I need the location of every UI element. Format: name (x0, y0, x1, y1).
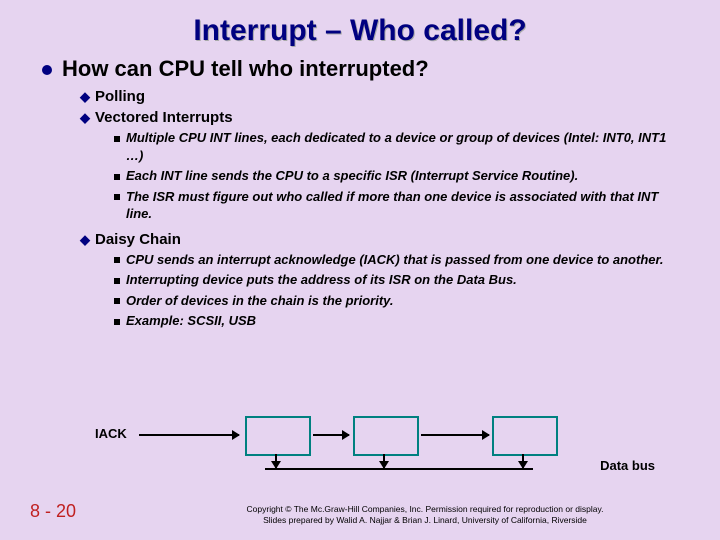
arrow-right-icon (139, 434, 239, 436)
vectored-item: Each INT line sends the CPU to a specifi… (114, 167, 680, 185)
daisy-item-text: Order of devices in the chain is the pri… (126, 293, 394, 308)
bullet-dot-icon (42, 65, 52, 75)
arrow-right-icon (421, 434, 489, 436)
arrow-down-icon (522, 454, 524, 468)
device-box (492, 416, 558, 456)
daisy-item: Example: SCSII, USB (114, 312, 680, 330)
vectored-item-text: The ISR must figure out who called if mo… (126, 189, 658, 222)
vectored-item: Multiple CPU INT lines, each dedicated t… (114, 129, 680, 164)
diamond-icon: ◆ (80, 89, 90, 105)
data-bus-line (265, 468, 533, 470)
arrow-down-icon (383, 454, 385, 468)
main-question-text: How can CPU tell who interrupted? (62, 56, 429, 81)
slide-title: Interrupt – Who called? (0, 0, 720, 56)
sub-polling-text: Polling (95, 88, 145, 105)
sub-vectored: ◆ Vectored Interrupts (80, 109, 720, 126)
arrow-down-icon (275, 454, 277, 468)
device-box (353, 416, 419, 456)
footer-line2: Slides prepared by Walid A. Najjar & Bri… (263, 515, 587, 525)
footer-copyright: Copyright © The Mc.Graw-Hill Companies, … (160, 504, 690, 526)
square-icon (114, 194, 120, 200)
sub-daisy: ◆ Daisy Chain (80, 231, 720, 248)
daisy-chain-diagram: IACK Data bus (95, 420, 655, 475)
diamond-icon: ◆ (80, 232, 90, 248)
footer-line1: Copyright © The Mc.Graw-Hill Companies, … (247, 504, 604, 514)
daisy-item-text: Example: SCSII, USB (126, 313, 256, 328)
daisy-item-text: Interrupting device puts the address of … (126, 272, 517, 287)
iack-label: IACK (95, 426, 127, 441)
square-icon (114, 298, 120, 304)
vectored-item: The ISR must figure out who called if mo… (114, 188, 680, 223)
square-icon (114, 136, 120, 142)
daisy-item: Interrupting device puts the address of … (114, 271, 680, 289)
square-icon (114, 278, 120, 284)
diamond-icon: ◆ (80, 110, 90, 126)
sub-daisy-text: Daisy Chain (95, 231, 181, 248)
square-icon (114, 319, 120, 325)
device-box (245, 416, 311, 456)
main-question: How can CPU tell who interrupted? (42, 56, 720, 82)
vectored-item-text: Multiple CPU INT lines, each dedicated t… (126, 130, 666, 163)
square-icon (114, 174, 120, 180)
daisy-item: Order of devices in the chain is the pri… (114, 292, 680, 310)
daisy-item: CPU sends an interrupt acknowledge (IACK… (114, 251, 680, 269)
square-icon (114, 257, 120, 263)
databus-label: Data bus (600, 458, 655, 473)
sub-polling: ◆ Polling (80, 88, 720, 105)
page-number: 8 - 20 (30, 501, 76, 522)
daisy-item-text: CPU sends an interrupt acknowledge (IACK… (126, 252, 663, 267)
sub-vectored-text: Vectored Interrupts (95, 109, 233, 126)
vectored-item-text: Each INT line sends the CPU to a specifi… (126, 168, 578, 183)
arrow-right-icon (313, 434, 349, 436)
